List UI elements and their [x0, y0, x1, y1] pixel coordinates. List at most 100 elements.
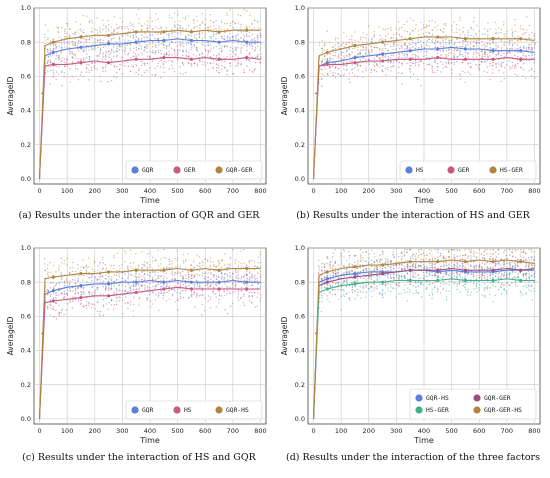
scatter-point [356, 264, 358, 266]
scatter-point [257, 272, 259, 274]
scatter-point [491, 284, 494, 287]
scatter-point [420, 50, 422, 52]
scatter-point [88, 69, 90, 71]
scatter-point [179, 285, 182, 288]
series-line [38, 57, 261, 179]
scatter-point [362, 71, 364, 73]
scatter-point [531, 48, 533, 51]
scatter-point [127, 266, 129, 268]
scatter-point [220, 51, 223, 53]
scatter-point [110, 63, 112, 66]
scatter-point [395, 270, 397, 272]
scatter-point [146, 51, 148, 54]
scatter-point [171, 294, 174, 297]
scatter-point [246, 270, 248, 272]
scatter-point [354, 291, 357, 293]
scatter-point [464, 71, 466, 74]
scatter-point [204, 284, 207, 286]
scatter-point [99, 39, 101, 42]
scatter-point [245, 265, 248, 267]
scatter-point [190, 62, 192, 65]
scatter-point [75, 20, 77, 23]
scatter-point [329, 261, 332, 263]
scatter-point [494, 21, 496, 23]
scatter-point [135, 65, 138, 67]
scatter-point [348, 271, 351, 274]
scatter-point [342, 288, 345, 291]
series-marker [245, 266, 249, 271]
scatter-point [351, 64, 353, 66]
scatter-point [351, 286, 354, 289]
scatter-point [221, 277, 223, 279]
scatter-point [489, 55, 491, 57]
scatter-point [127, 267, 129, 270]
scatter-point [187, 275, 190, 278]
scatter-point [221, 275, 223, 278]
scatter-point [478, 59, 480, 62]
scatter-point [343, 275, 346, 278]
scatter-point [332, 58, 334, 60]
scatter-point [428, 25, 430, 27]
scatter-point [439, 285, 442, 287]
scatter-point [534, 271, 536, 273]
scatter-point [115, 296, 118, 298]
scatter-point [121, 290, 123, 292]
scatter-point [334, 55, 336, 57]
series-marker [463, 47, 468, 51]
series-marker [491, 37, 495, 41]
scatter-point [459, 78, 462, 80]
scatter-point [154, 287, 156, 289]
scatter-point [179, 297, 182, 300]
scatter-point [448, 264, 450, 266]
scatter-point [256, 20, 259, 22]
scatter-point [253, 291, 256, 294]
scatter-point [77, 286, 80, 289]
scatter-point [215, 278, 218, 280]
scatter-point [453, 20, 455, 23]
scatter-point [82, 267, 85, 269]
scatter-point [340, 59, 343, 61]
scatter-point [259, 270, 262, 273]
scatter-point [210, 48, 212, 50]
scatter-point [500, 275, 503, 277]
scatter-point [107, 275, 110, 277]
scatter-point [498, 262, 500, 264]
series-marker [51, 62, 55, 66]
scatter-point [88, 49, 90, 51]
scatter-point [458, 274, 461, 277]
scatter-point [168, 59, 170, 62]
scatter-point [63, 43, 66, 45]
scatter-point [442, 289, 444, 291]
scatter-point [108, 278, 110, 280]
scatter-point [165, 33, 168, 36]
scatter-point [226, 56, 228, 58]
scatter-point [390, 70, 392, 72]
scatter-point [188, 282, 190, 284]
scatter-point [444, 65, 447, 68]
scatter-point [138, 22, 140, 24]
scatter-point [486, 288, 488, 290]
scatter-point [102, 267, 104, 269]
scatter-point [354, 47, 356, 49]
scatter-point [237, 299, 240, 302]
scatter-point [401, 47, 403, 49]
scatter-point [80, 71, 83, 73]
scatter-point [454, 281, 456, 284]
scatter-point [390, 286, 392, 288]
scatter-point [207, 53, 209, 56]
scatter-point [409, 17, 411, 20]
scatter-point [422, 252, 425, 254]
scatter-point [146, 266, 149, 268]
scatter-point [181, 62, 184, 64]
scatter-point [204, 24, 207, 26]
scatter-point [501, 47, 503, 49]
scatter-point [248, 262, 251, 264]
scatter-point [127, 271, 129, 274]
legend-label: HS-GER [500, 167, 523, 174]
scatter-point [418, 46, 420, 49]
scatter-point [329, 274, 331, 276]
scatter-point [329, 67, 331, 69]
scatter-point [99, 52, 101, 55]
scatter-point [190, 63, 193, 66]
scatter-point [386, 287, 389, 289]
